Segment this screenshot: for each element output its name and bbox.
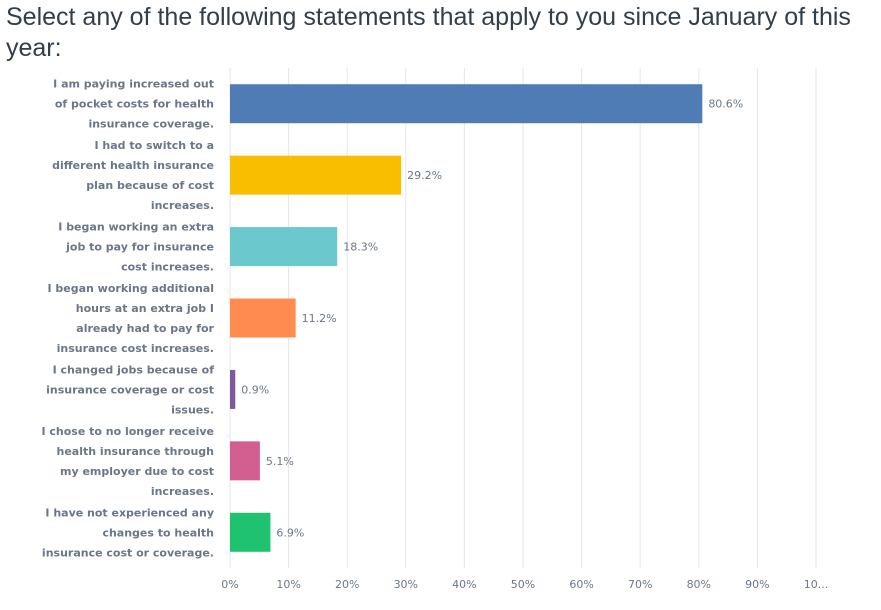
category-label-line: issues. [171, 403, 214, 416]
x-tick-label: 10% [276, 578, 300, 591]
value-label: 5.1% [266, 455, 294, 468]
category-label-line: cost increases. [121, 261, 214, 274]
category-label-line: insurance coverage or cost [46, 383, 214, 396]
x-tick-label: 90% [745, 578, 769, 591]
category-label-line: insurance coverage. [88, 118, 214, 131]
bar [230, 155, 402, 195]
x-tick-label: 10... [804, 578, 829, 591]
category-label: I changed jobs because of insurance cover… [46, 363, 214, 416]
category-label-line: already had to pay for [76, 322, 214, 335]
category-label-line: increases. [151, 199, 214, 212]
category-label: I began working additional hours at an ex… [47, 282, 214, 355]
value-label: 80.6% [708, 98, 743, 111]
category-label-line: my employer due to cost [60, 465, 214, 478]
category-label-line: I began working an extra [58, 221, 214, 234]
category-label-line: plan because of cost [86, 179, 214, 192]
category-label-line: I chose to no longer receive [41, 425, 214, 438]
chart-title: Select any of the following statements t… [6, 3, 851, 62]
x-tick-label: 50% [511, 578, 535, 591]
value-label: 6.9% [276, 526, 304, 539]
x-tick-label: 70% [628, 578, 652, 591]
value-label: 0.9% [241, 383, 269, 396]
category-label-line: of pocket costs for health [55, 98, 214, 111]
category-label-line: increases. [151, 485, 214, 498]
category-label: I had to switch to a different health ins… [52, 139, 214, 212]
category-label-line: I had to switch to a [94, 139, 214, 152]
category-label: I began working an extra job to pay for i… [58, 221, 214, 274]
category-label-line: I have not experienced any [45, 506, 214, 519]
category-label-line: insurance cost increases. [57, 342, 214, 355]
x-tick-label: 30% [394, 578, 418, 591]
x-tick-label: 80% [687, 578, 711, 591]
bar [230, 84, 703, 124]
category-label: I have not experienced any changes to hea… [42, 506, 214, 559]
category-label-line: I am paying increased out [53, 78, 214, 91]
category-label-line: I began working additional [47, 282, 214, 295]
category-label-line: insurance cost or coverage. [42, 546, 214, 559]
x-tick-label: 20% [335, 578, 359, 591]
category-label-line: job to pay for insurance [65, 241, 214, 254]
category-label: I chose to no longer receive health insur… [41, 425, 214, 498]
bar [230, 369, 236, 409]
bar [230, 512, 271, 552]
category-label-line: different health insurance [52, 159, 214, 172]
bar [230, 298, 296, 338]
x-tick-label: 40% [452, 578, 476, 591]
value-label: 18.3% [343, 241, 378, 254]
x-tick-label: 60% [569, 578, 593, 591]
category-label-line: health insurance through [57, 445, 214, 458]
value-label: 29.2% [407, 169, 442, 182]
category-label-line: hours at an extra job I [76, 302, 214, 315]
bar [230, 441, 260, 481]
category-label-line: changes to health [102, 526, 214, 539]
category-label: I am paying increased out of pocket costs… [53, 78, 214, 131]
value-label: 11.2% [302, 312, 337, 325]
x-tick-label: 0% [221, 578, 238, 591]
category-label-line: I changed jobs because of [53, 363, 215, 376]
bar [230, 227, 338, 267]
